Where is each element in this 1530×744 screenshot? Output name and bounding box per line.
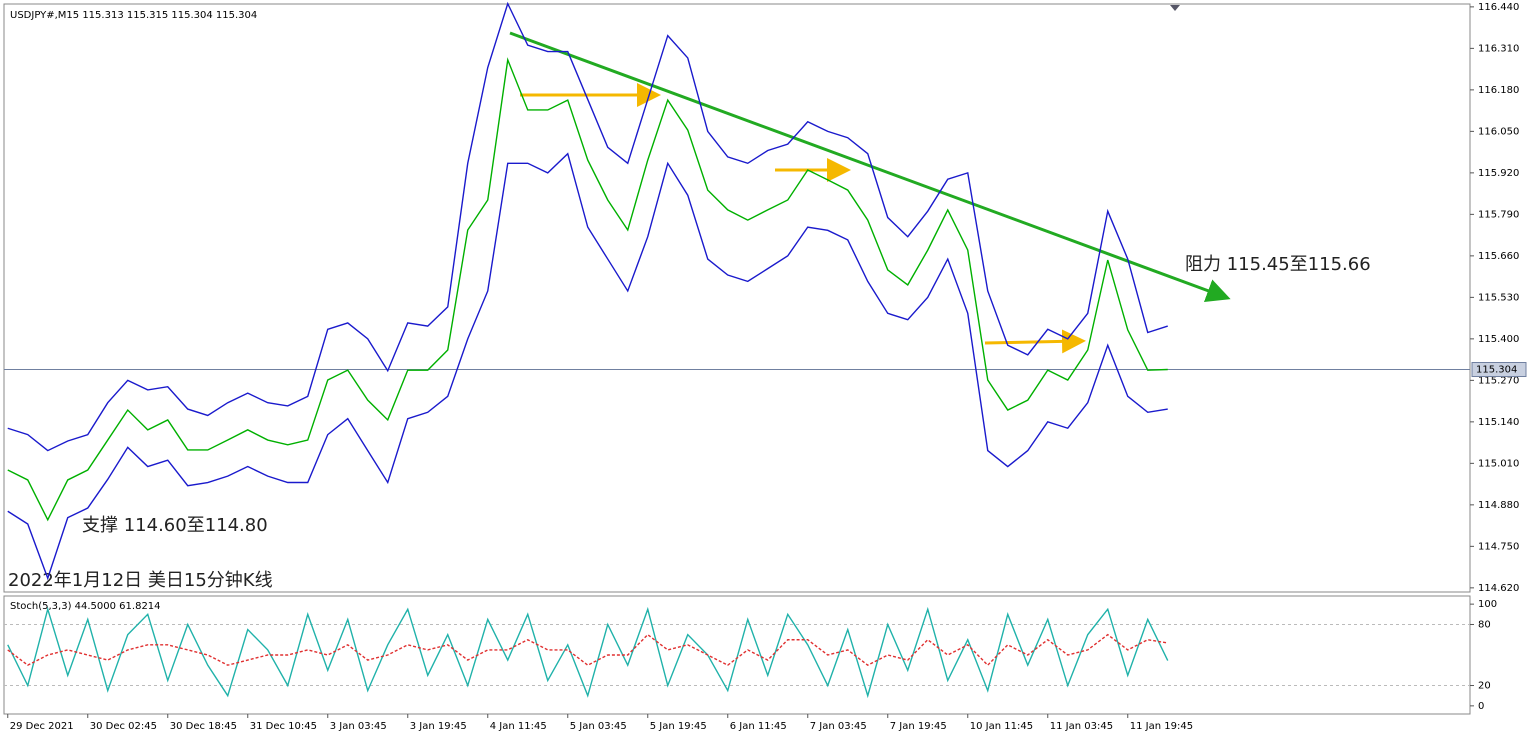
y-tick-label: 116.180 [1478,85,1519,96]
series-line [7,57,1168,522]
x-tick-label: 29 Dec 2021 [10,721,74,732]
y-tick-label: 114.620 [1478,583,1519,594]
x-tick-label: 5 Jan 03:45 [570,721,627,732]
y-tick-label: 115.270 [1478,375,1519,386]
x-tick-label: 30 Dec 02:45 [90,721,157,732]
stoch-panel [3,595,1471,715]
x-tick-label: 7 Jan 03:45 [810,721,867,732]
chart-title: USDJPY#,M15 115.313 115.315 115.304 115.… [10,10,257,21]
shift-marker [1170,5,1180,11]
annotation: 支撑 114.60至114.80 [82,515,268,536]
x-tick-label: 4 Jan 11:45 [490,721,547,732]
annotation: 2022年1月12日 美日15分钟K线 [8,570,273,591]
arrow [984,329,1086,354]
y-tick-label: 115.530 [1478,292,1519,303]
x-tick-label: 10 Jan 11:45 [970,721,1033,732]
x-tick-label: 11 Jan 19:45 [1130,721,1193,732]
y-tick-label: 116.050 [1478,126,1519,137]
y-tick-label: 115.400 [1478,334,1519,345]
x-tick-label: 31 Dec 10:45 [250,721,317,732]
y-tick-label: 115.920 [1478,168,1519,179]
series-line [7,606,1169,699]
y-tick-label: 80 [1478,619,1491,630]
y-tick-label: 116.310 [1478,43,1519,54]
y-tick-label: 20 [1478,681,1491,692]
x-tick-label: 3 Jan 19:45 [410,721,467,732]
y-tick-label: 114.750 [1478,541,1519,552]
price-panel [3,3,1471,593]
indicator-title: Stoch(5,3,3) 44.5000 61.8214 [10,601,161,612]
annotation: 阻力 115.45至115.66 [1185,254,1371,275]
x-tick-label: 30 Dec 18:45 [170,721,237,732]
trend-line [509,31,1231,303]
series-line [7,1,1168,452]
series-line [7,152,1168,581]
x-tick-label: 3 Jan 03:45 [330,721,387,732]
last-price-label: 115.304 [1476,365,1517,376]
y-tick-label: 114.880 [1478,500,1519,511]
series-line [7,633,1168,667]
x-tick-label: 7 Jan 19:45 [890,721,947,732]
y-tick-label: 100 [1478,599,1497,610]
x-tick-label: 11 Jan 03:45 [1050,721,1113,732]
y-tick-label: 0 [1478,701,1484,712]
x-tick-label: 5 Jan 19:45 [650,721,707,732]
last-price-box [1471,362,1527,378]
y-tick-label: 115.140 [1478,417,1519,428]
y-tick-label: 115.010 [1478,458,1519,469]
y-tick-label: 115.790 [1478,209,1519,220]
x-tick-label: 6 Jan 11:45 [730,721,787,732]
y-tick-label: 115.660 [1478,251,1519,262]
y-tick-label: 116.440 [1478,2,1519,13]
